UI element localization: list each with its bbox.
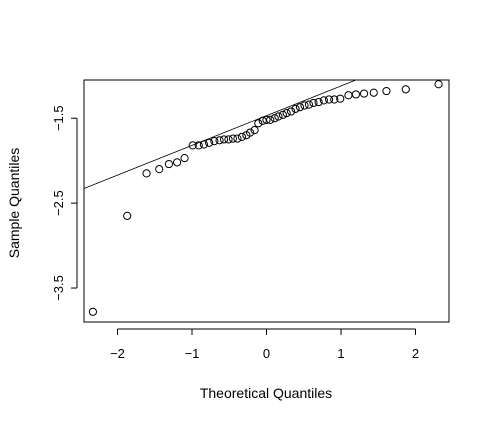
data-point	[434, 80, 443, 89]
x-axis: −2 −1 0 1 2	[110, 328, 419, 361]
y-tick-label: −3.5	[51, 275, 66, 301]
data-point	[254, 119, 263, 128]
data-point	[369, 88, 378, 97]
data-point	[88, 307, 98, 316]
data-point	[250, 125, 259, 135]
reference-line-layer	[83, 79, 357, 189]
data-point	[142, 169, 151, 178]
data-point	[274, 112, 283, 121]
data-point	[324, 95, 334, 104]
data-point	[215, 136, 224, 145]
data-point	[282, 109, 291, 118]
data-point	[164, 159, 174, 169]
data-point	[219, 135, 229, 144]
x-axis-title: Theoretical Quantiles	[200, 385, 332, 401]
data-point	[155, 165, 164, 174]
data-point	[173, 158, 182, 167]
reference-line	[83, 79, 357, 189]
data-point	[314, 97, 323, 107]
x-tick-label: 1	[337, 346, 344, 361]
data-point	[199, 140, 209, 149]
data-point	[180, 154, 189, 163]
data-point	[295, 103, 305, 112]
data-point	[123, 211, 132, 220]
y-tick-label: −2.5	[51, 190, 66, 216]
y-tick-label: −1.5	[51, 105, 66, 131]
points-layer	[88, 80, 443, 316]
data-point	[351, 90, 360, 99]
data-point	[319, 96, 328, 105]
data-point	[336, 94, 345, 103]
data-point	[205, 138, 214, 147]
y-axis-title: Sample Quantiles	[6, 148, 22, 259]
data-point	[278, 110, 287, 119]
data-point	[291, 104, 300, 113]
data-point	[228, 134, 238, 143]
data-point	[286, 107, 296, 116]
x-tick-label: −2	[110, 346, 125, 361]
data-point	[224, 135, 233, 144]
data-point	[330, 95, 339, 104]
data-point	[270, 114, 279, 123]
data-point	[304, 100, 314, 109]
data-point	[266, 115, 275, 125]
data-point	[382, 86, 391, 96]
data-point	[210, 137, 219, 146]
data-point	[262, 115, 271, 125]
data-point	[194, 141, 203, 150]
data-point	[300, 101, 309, 110]
data-point	[309, 98, 318, 108]
data-point	[246, 128, 255, 137]
x-tick-label: 0	[263, 346, 270, 361]
data-point	[233, 134, 242, 143]
data-point	[237, 132, 247, 141]
y-axis: −3.5 −2.5 −1.5	[51, 105, 78, 301]
data-point	[359, 89, 369, 98]
data-point	[401, 85, 410, 94]
x-tick-label: 2	[412, 346, 419, 361]
data-point	[188, 141, 197, 150]
plot-frame	[83, 79, 450, 323]
x-tick-label: −1	[185, 346, 200, 361]
